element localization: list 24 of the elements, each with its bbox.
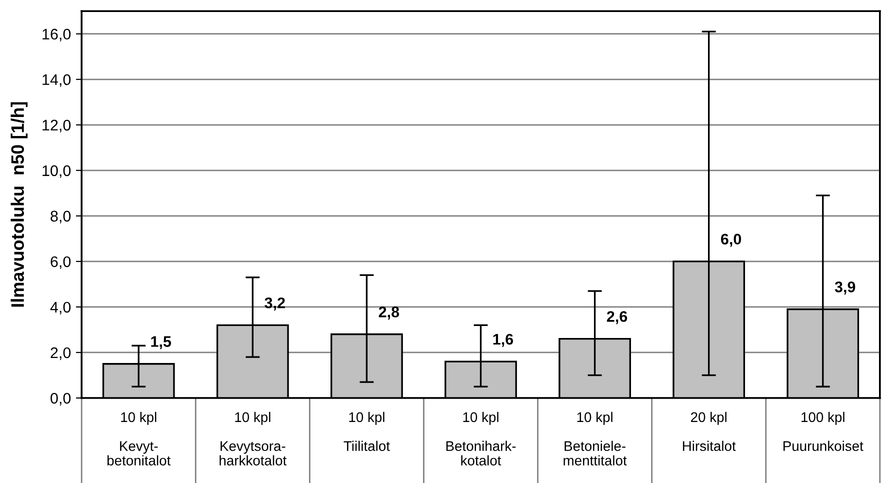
x-tick-label: 10 kpl Tiilitalot [344, 412, 390, 451]
x-tick-label: 20 kpl Hirsitalot [682, 412, 736, 451]
y-tick-label: 4,0 [50, 302, 71, 314]
data-label: 6,0 [721, 234, 742, 247]
y-axis-title: Ilmavuotoluku n50 [1/h] [10, 102, 28, 307]
x-tick-label: 10 kpl Betonihark- kotalot [446, 412, 516, 466]
y-tick-label: 2,0 [50, 347, 71, 360]
y-tick-label: 14,0 [42, 74, 71, 87]
y-tick-label: 16,0 [42, 28, 71, 42]
y-tick-label: 0,0 [50, 392, 71, 406]
data-label: 1,5 [151, 336, 172, 350]
y-tick-label: 6,0 [50, 256, 71, 269]
y-tick-label: 12,0 [42, 120, 71, 132]
y-tick-label: 10,0 [42, 165, 71, 178]
x-tick-label: 100 kpl Puurunkoiset [783, 412, 864, 451]
x-tick-label: 10 kpl Betoniele- menttitalot [564, 412, 627, 466]
data-label: 3,2 [264, 297, 285, 310]
x-tick-label: 10 kpl Kevytsora- harkkotalot [220, 412, 287, 466]
data-label: 3,9 [834, 282, 856, 295]
x-tick-label: 10 kpl Kevyt- betonitalot [107, 412, 171, 466]
data-label: 2,6 [606, 311, 628, 324]
data-label: 2,8 [378, 306, 400, 320]
y-tick-label: 8,0 [50, 210, 71, 224]
data-label: 1,6 [493, 334, 514, 347]
